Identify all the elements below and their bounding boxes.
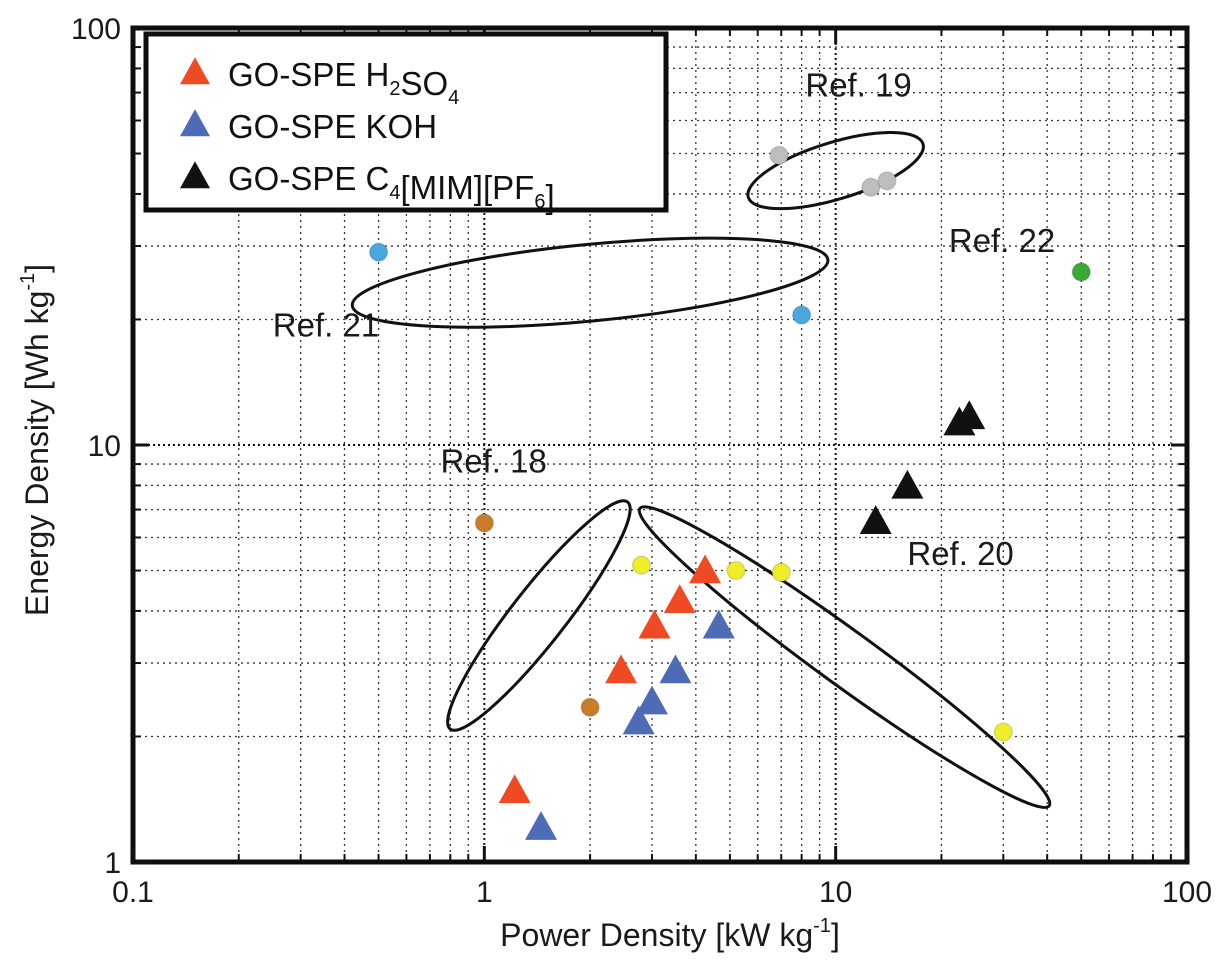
ellipse-ref-20 [637,505,1052,809]
ref-20-point [631,555,652,575]
annotation-ref-19: Ref. 19 [805,67,911,104]
series-2-triangle-marker [525,811,558,840]
ellipse-ref-18 [446,499,632,732]
series-3-triangle-marker [859,505,892,534]
ref-21-point [791,305,812,325]
ref-19-point [877,171,897,191]
annotation-ref-22: Ref. 22 [949,222,1055,259]
series-2-triangle-marker [635,685,668,715]
x-tick-label: 10 [819,876,852,909]
reference-ellipses [350,131,1052,809]
y-tick-label: 100 [71,13,121,46]
ref-18-point [474,513,495,533]
series-2-triangle-marker [622,705,655,735]
ellipse-ref-21 [350,236,830,329]
ellipse-ref-19 [746,131,925,211]
y-tick-label: 10 [88,430,121,463]
legend-box [143,31,669,213]
y-tick-label: 1 [104,847,121,880]
annotation-ref-21: Ref. 21 [273,307,379,344]
legend-marker [180,57,210,85]
data-points [368,145,1091,840]
series-1-triangle-marker [498,774,531,804]
series-1-triangle-marker [638,609,671,639]
ref-22-point [1071,262,1091,282]
series-3-triangle-marker [953,400,986,430]
ref-20-point [993,722,1014,742]
series-2-triangle-marker [702,609,735,639]
legend-entry-2: GO-SPE KOH [228,108,437,145]
ref-19-point [769,145,789,166]
series-1-triangle-marker [663,584,696,614]
legend-marker [180,161,210,189]
legend-marker [180,109,210,137]
y-axis-title: Energy Density [Wh kg-1] [17,264,55,616]
annotation-ref-20: Ref. 20 [907,535,1013,572]
ref-20-point [771,562,791,583]
series-3-triangle-marker [891,469,924,499]
series-1-triangle-marker [689,554,722,584]
ref-18-point [580,697,600,718]
ref-19-point [861,177,881,198]
ref-21-point [368,242,389,262]
ref-20-point [726,560,746,581]
legend-entry-1: GO-SPE H2SO4 [228,56,459,109]
x-axis-title: Power Density [kW kg-1] [500,915,840,953]
series-1-triangle-marker [605,654,638,684]
plot-frame [130,25,1190,865]
x-tick-label: 1 [476,876,493,909]
annotation-ref-18: Ref. 18 [440,442,546,479]
series-2-triangle-marker [659,654,692,684]
x-tick-label: 100 [1162,876,1212,909]
legend-entry-3: GO-SPE C4[MIM][PF6] [228,160,555,215]
x-tick-label: 0.1 [112,876,154,909]
